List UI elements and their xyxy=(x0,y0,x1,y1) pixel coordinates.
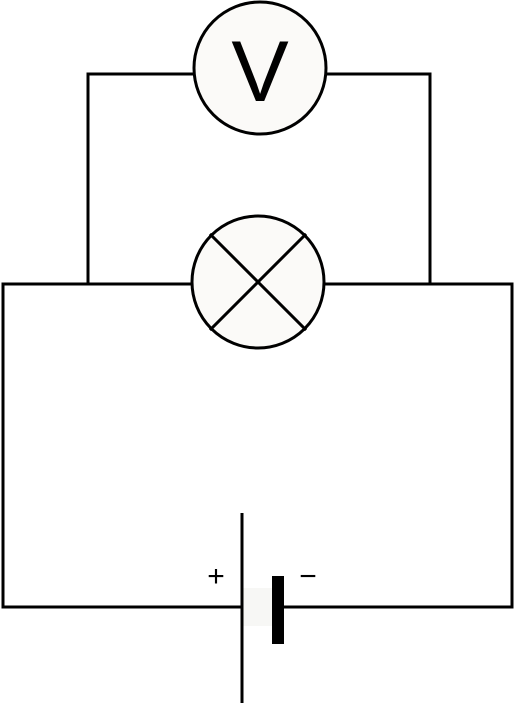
cell-negative-plate xyxy=(272,576,284,644)
voltmeter-left-wire xyxy=(86,72,197,286)
lamp-icon xyxy=(190,214,326,350)
cell-positive-label: + xyxy=(207,560,225,593)
left-loop-wire xyxy=(1,282,244,609)
main-loop-wires xyxy=(1,282,514,609)
voltmeter-branch-wires xyxy=(86,72,432,286)
cell-negative-label: − xyxy=(299,560,317,593)
voltmeter-right-wire xyxy=(325,72,432,286)
cell-icon xyxy=(240,513,284,703)
voltmeter-circle xyxy=(192,0,328,136)
voltmeter: V xyxy=(192,0,328,136)
voltmeter-label: V xyxy=(231,24,288,120)
right-loop-wire xyxy=(276,282,514,609)
lamp-cross-line-2 xyxy=(208,232,308,332)
cell-gap xyxy=(243,588,277,626)
